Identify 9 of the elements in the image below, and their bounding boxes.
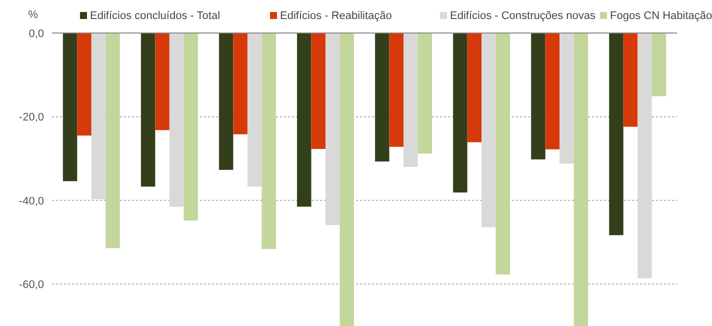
y-axis-title: % xyxy=(28,9,38,21)
y-tick-label: -40,0 xyxy=(18,195,44,208)
y-tick-label: -60,0 xyxy=(18,278,44,291)
legend-label: Edifícios - Reabilitação xyxy=(280,10,392,22)
legend-label: Fogos CN Habitação xyxy=(610,10,712,22)
legend-label: Edifícios - Construções novas xyxy=(450,10,596,22)
legend-label: Edifícios concluídos - Total xyxy=(90,10,220,22)
y-tick-label: 0,0 xyxy=(28,28,44,40)
y-tick-label: -20,0 xyxy=(18,112,44,124)
